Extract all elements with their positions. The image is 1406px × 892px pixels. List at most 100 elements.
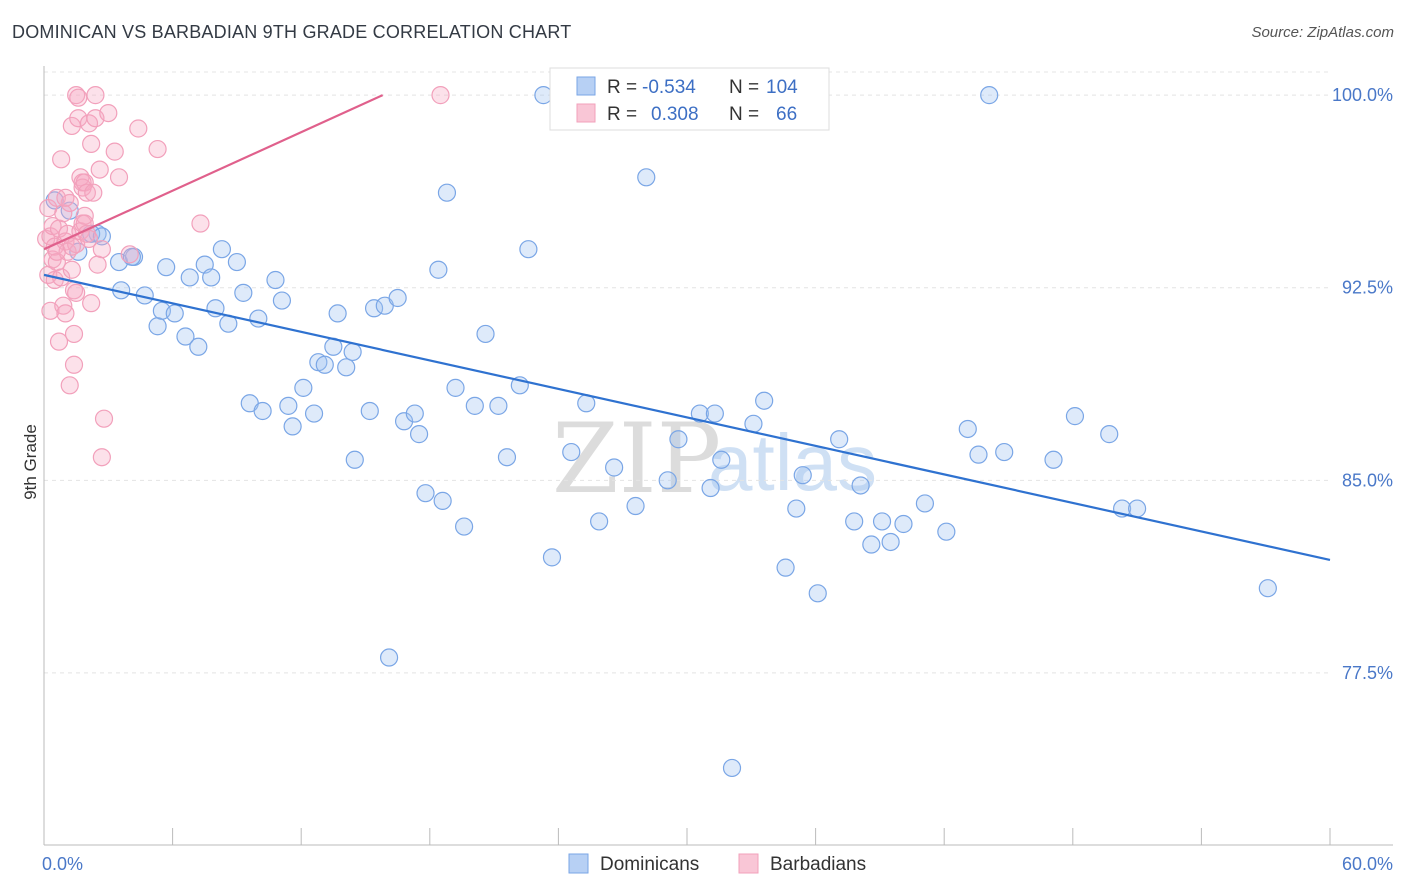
barbadians-point-41 bbox=[77, 183, 96, 202]
barbadians-point-13 bbox=[52, 150, 71, 169]
dominicans-point-94 bbox=[958, 419, 977, 439]
dominicans-point-83 bbox=[793, 466, 812, 485]
dominicans-point-53 bbox=[446, 378, 465, 397]
data-points bbox=[37, 86, 1277, 778]
dominicans-point-103 bbox=[1258, 579, 1277, 598]
dominicans-point-88 bbox=[862, 535, 881, 554]
dominicans-point-73 bbox=[690, 404, 709, 423]
barbadians-point-51 bbox=[90, 160, 109, 179]
y-tick-label-3: 77.5% bbox=[1342, 663, 1393, 683]
y-axis-title: 9th Grade bbox=[21, 424, 40, 500]
watermark-atlas: atlas bbox=[708, 418, 877, 507]
dominicans-point-33 bbox=[304, 404, 324, 423]
dominicans-point-64 bbox=[562, 442, 581, 462]
stats-n-value-barbadians: 66 bbox=[776, 104, 797, 125]
barbadians-point-59 bbox=[129, 119, 148, 138]
dominicans-point-51 bbox=[433, 491, 452, 510]
dominicans-point-75 bbox=[705, 404, 724, 423]
chart-title: DOMINICAN VS BARBADIAN 9TH GRADE CORRELA… bbox=[12, 22, 572, 42]
barbadians-point-52 bbox=[92, 448, 111, 467]
legend: Dominicans Barbadians bbox=[568, 853, 866, 875]
dominicans-point-87 bbox=[851, 476, 870, 495]
stats-n-value-dominicans: 104 bbox=[766, 77, 798, 98]
dominicans-point-60 bbox=[519, 240, 538, 259]
dominicans-trend-line bbox=[43, 273, 1331, 562]
dominicans-point-37 bbox=[328, 304, 347, 323]
dominicans-point-19 bbox=[202, 268, 221, 287]
stats-swatch-barbadians bbox=[576, 103, 596, 123]
stats-box-frame bbox=[549, 67, 830, 131]
legend-swatch-barbadians bbox=[738, 853, 759, 874]
dominicans-point-40 bbox=[345, 450, 364, 469]
dominicans-point-47 bbox=[405, 404, 424, 423]
dominicans-point-98 bbox=[1044, 450, 1063, 469]
barbadians-point-50 bbox=[88, 255, 107, 274]
dominicans-point-74 bbox=[701, 478, 720, 498]
barbadians-point-45 bbox=[82, 134, 101, 154]
dominicans-point-91 bbox=[894, 514, 913, 534]
barbadians-point-64 bbox=[56, 188, 75, 207]
legend-swatch-dominicans bbox=[568, 853, 589, 874]
barbadians-point-54 bbox=[94, 409, 114, 428]
tick-labels: 100.0% 92.5% 85.0% 77.5% 0.0% 60.0% bbox=[42, 85, 1393, 874]
barbadians-point-18 bbox=[56, 304, 75, 323]
dominicans-point-95 bbox=[969, 445, 988, 464]
barbadians-point-58 bbox=[120, 245, 139, 264]
barbadians-point-55 bbox=[99, 103, 118, 123]
dominicans-point-50 bbox=[429, 260, 448, 279]
dominicans-point-57 bbox=[489, 396, 508, 415]
dominicans-point-96 bbox=[980, 86, 999, 105]
dominicans-point-16 bbox=[180, 268, 199, 287]
dominicans-point-15 bbox=[176, 327, 195, 346]
barbadians-point-57 bbox=[109, 168, 129, 187]
dominicans-point-13 bbox=[165, 304, 184, 323]
x-tick-label-1: 60.0% bbox=[1342, 854, 1393, 874]
trend-lines bbox=[43, 94, 1331, 562]
stats-n-label-dominicans: N = bbox=[729, 77, 759, 98]
dominicans-point-76 bbox=[712, 450, 731, 469]
dominicans-point-14 bbox=[157, 258, 176, 277]
dominicans-point-52 bbox=[437, 183, 457, 202]
dominicans-point-86 bbox=[845, 512, 864, 531]
dominicans-point-90 bbox=[881, 532, 900, 552]
stats-n-label-barbadians: N = bbox=[729, 104, 759, 125]
dominicans-point-55 bbox=[465, 396, 484, 415]
barbadians-trend-line bbox=[43, 94, 384, 251]
dominicans-point-67 bbox=[605, 458, 624, 477]
dominicans-point-82 bbox=[787, 499, 806, 518]
dominicans-point-66 bbox=[590, 512, 609, 531]
series-dominicans bbox=[45, 86, 1277, 778]
barbadians-point-29 bbox=[67, 283, 86, 302]
stats-swatch-dominicans bbox=[576, 76, 596, 96]
dominicans-point-92 bbox=[915, 494, 935, 513]
dominicans-point-30 bbox=[279, 396, 298, 415]
dominicans-point-39 bbox=[343, 342, 362, 362]
barbadians-point-61 bbox=[191, 214, 210, 233]
dominicans-point-58 bbox=[497, 448, 517, 467]
dominicans-point-81 bbox=[776, 558, 795, 577]
dominicans-point-42 bbox=[364, 299, 384, 318]
dominicans-point-93 bbox=[937, 522, 956, 541]
dominicans-point-38 bbox=[337, 358, 356, 377]
y-tick-label-2: 85.0% bbox=[1342, 470, 1393, 490]
dominicans-point-11 bbox=[148, 317, 167, 336]
y-tick-label-1: 92.5% bbox=[1342, 278, 1393, 298]
dominicans-point-97 bbox=[995, 442, 1014, 462]
dominicans-point-85 bbox=[830, 430, 849, 449]
stats-r-label-barbadians: R = bbox=[607, 104, 637, 125]
barbadians-point-11 bbox=[49, 332, 69, 351]
barbadians-point-31 bbox=[69, 88, 88, 107]
dominicans-point-71 bbox=[658, 471, 677, 490]
dominicans-point-28 bbox=[266, 270, 285, 290]
dominicans-point-70 bbox=[637, 168, 656, 187]
stats-r-value-barbadians: 0.308 bbox=[651, 104, 699, 125]
dominicans-point-8 bbox=[122, 247, 141, 267]
barbadians-point-47 bbox=[84, 183, 103, 202]
axes bbox=[43, 66, 1393, 846]
dominicans-point-32 bbox=[294, 378, 313, 397]
barbadians-point-39 bbox=[75, 206, 94, 225]
x-tick-label-0: 0.0% bbox=[42, 854, 83, 874]
dominicans-point-23 bbox=[227, 252, 246, 272]
dominicans-point-100 bbox=[1100, 425, 1119, 444]
